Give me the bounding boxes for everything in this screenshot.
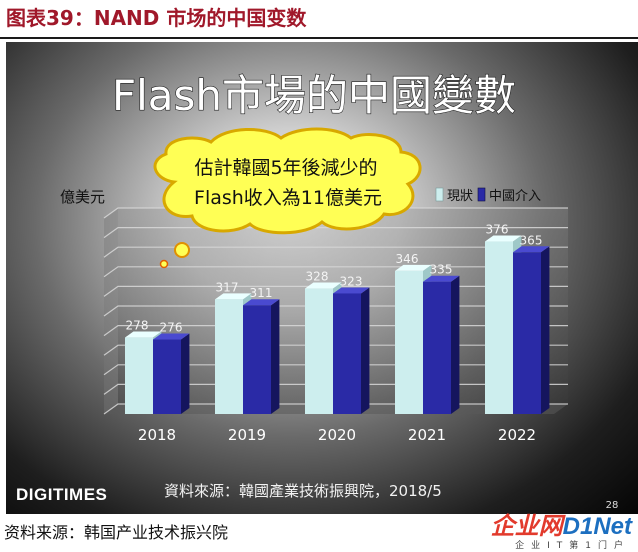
data-label: 328 (306, 270, 329, 284)
bar-side (451, 276, 459, 414)
data-label: 335 (430, 263, 453, 277)
x-tick-label: 2018 (138, 426, 176, 444)
bar-side (181, 334, 189, 414)
y-axis-label: 億美元 (60, 188, 105, 206)
x-tick-label: 2019 (228, 426, 266, 444)
callout-line-2: Flash收入為11億美元 (194, 187, 382, 209)
slide-panel: Flash市場的中國變數 億美元 278 276 317 311 328 323 346 33… (6, 42, 638, 514)
x-tick-label: 2020 (318, 426, 356, 444)
bar-2021-current (395, 271, 423, 414)
x-tick-label: 2021 (408, 426, 446, 444)
data-label: 276 (160, 321, 183, 335)
bar-2019-china (243, 305, 271, 414)
bar-2022-china (513, 252, 541, 414)
bar-side (271, 299, 279, 414)
bar-2021-china (423, 282, 451, 414)
d1net-logo: 企业网D1Net 企业IT第1门户 (452, 514, 636, 552)
data-label: 346 (396, 252, 419, 266)
bar-2020-china (333, 293, 361, 414)
chart-svg: Flash市場的中國變數 億美元 278 276 317 311 328 323 346 33… (6, 42, 638, 514)
data-label: 311 (250, 286, 273, 300)
title-divider (0, 37, 638, 39)
legend-swatch (478, 188, 485, 201)
logo-subtitle: 企业IT第1门户 (515, 540, 630, 552)
bar-2019-current (215, 299, 243, 414)
logo-text-cn: 企业网 (491, 513, 563, 540)
bar-side (361, 287, 369, 414)
logo-text-en: D1Net (563, 513, 632, 540)
figure-source: 资料来源：韩国产业技术振兴院 (4, 520, 228, 546)
bar-2018-china (153, 340, 181, 414)
legend-swatch (436, 188, 443, 201)
figure-title: 图表39：NAND 市场的中国变数 (6, 4, 306, 32)
data-label: 365 (520, 233, 543, 247)
logo-mark: 企业网D1Net (491, 514, 632, 540)
category-labels: 2018 2019 2020 2021 2022 (138, 426, 536, 444)
bar-side (541, 246, 549, 414)
bar-2022-current (485, 242, 513, 414)
legend-label: 現狀 (447, 189, 473, 204)
legend-label: 中國介入 (489, 189, 541, 204)
slide-brand-logo: DIGITIMES (16, 485, 107, 504)
bar-2020-current (305, 289, 333, 414)
slide-source: 資料來源：韓國產業技術振興院，2018/5 (164, 482, 442, 500)
chart-title: Flash市場的中國變數 (112, 71, 516, 120)
data-label: 317 (216, 280, 239, 294)
x-tick-label: 2022 (498, 426, 536, 444)
data-label: 323 (340, 274, 363, 288)
legend: 現狀 中國介入 (436, 188, 541, 204)
slide-page-number: 28 (606, 500, 619, 511)
bar-2018-current (125, 338, 153, 414)
callout-line-1: 估計韓國5年後減少的 (194, 157, 377, 179)
data-label: 376 (486, 223, 509, 237)
data-label: 278 (126, 319, 149, 333)
